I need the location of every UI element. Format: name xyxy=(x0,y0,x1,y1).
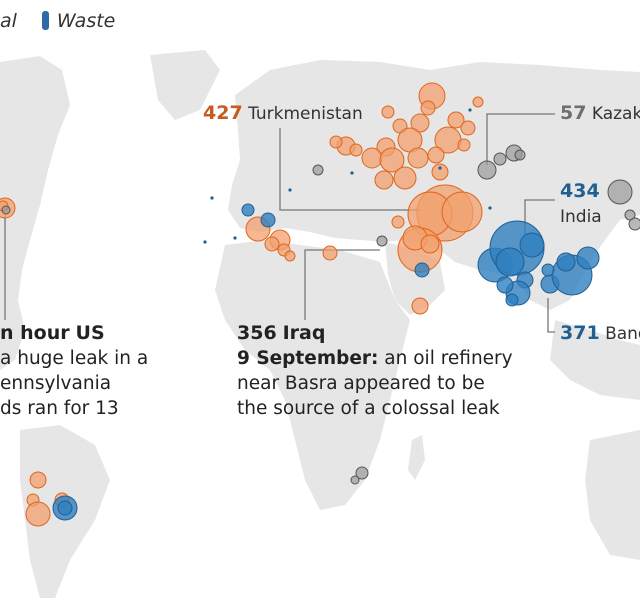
small-leak-dot xyxy=(233,236,237,240)
oil-gas-bubble xyxy=(349,143,363,157)
small-leak-dot xyxy=(350,171,354,175)
waste-bubble xyxy=(57,500,73,516)
oil-gas-bubble xyxy=(431,163,449,181)
kazakhstan-label: 57 Kazakh xyxy=(560,102,640,124)
small-leak-dot xyxy=(203,240,207,244)
oil-gas-bubble xyxy=(427,146,445,164)
greenland-land xyxy=(150,50,220,120)
oil-gas-bubble xyxy=(381,105,395,119)
india-name-label: India xyxy=(560,207,602,227)
oil-gas-bubble xyxy=(407,147,429,169)
oil-gas-bubble xyxy=(374,170,394,190)
small-leak-dot xyxy=(488,206,492,210)
us-annotation: n hour US a huge leak in a ennsylvania d… xyxy=(0,321,148,421)
oil-gas-bubble xyxy=(322,245,338,261)
madagascar-land xyxy=(408,435,425,480)
legend-waste-label: Waste xyxy=(56,10,116,32)
coal-bubble xyxy=(350,475,360,485)
turkmenistan-value: 427 xyxy=(203,102,243,124)
oil-gas-bubble xyxy=(410,113,430,133)
oil-gas-bubble xyxy=(411,297,429,315)
iraq-annotation: 356 Iraq 9 September: an oil refinery ne… xyxy=(237,321,513,421)
oil-gas-bubble xyxy=(25,501,51,527)
land-masses xyxy=(0,50,640,598)
kazakhstan-value: 57 xyxy=(560,102,587,124)
iraq-line-2: near Basra appeared to be xyxy=(237,373,485,394)
kazakhstan-name: Kazakh xyxy=(591,104,640,124)
iraq-value: 356 xyxy=(237,322,277,344)
oil-gas-bubble xyxy=(420,234,440,254)
us-line-3: ds ran for 13 xyxy=(0,398,119,419)
waste-bubble xyxy=(576,246,600,270)
australia-land xyxy=(585,430,640,560)
small-leak-dot xyxy=(210,196,214,200)
oil-gas-bubble xyxy=(379,147,405,173)
waste-bubble xyxy=(541,263,555,277)
us-line-2: ennsylvania xyxy=(0,373,112,394)
africa-land xyxy=(215,240,410,510)
waste-bubble xyxy=(496,276,514,294)
iraq-date: 9 September: xyxy=(237,348,379,369)
oil-gas-bubble xyxy=(457,138,471,152)
kazakhstan-leader xyxy=(486,113,555,165)
bangladesh-value: 371 xyxy=(560,322,600,344)
oil-gas-bubble xyxy=(264,236,280,252)
bangladesh-leader xyxy=(547,298,555,333)
oil-gas-bubble xyxy=(472,96,484,108)
coal-bubble xyxy=(493,152,507,166)
oil-gas-bubble xyxy=(361,147,383,169)
waste-bubble xyxy=(519,232,545,258)
india-value: 434 xyxy=(560,180,600,202)
oil-gas-bubble xyxy=(420,100,436,116)
small-leak-dot xyxy=(438,166,442,170)
coal-bubble xyxy=(1,205,11,215)
iraq-line-1-rest: an oil refinery xyxy=(378,348,513,369)
legend-partial-label: al xyxy=(0,10,17,32)
iraq-name: Iraq xyxy=(282,322,326,344)
oil-gas-bubble xyxy=(329,135,343,149)
coal-bubble xyxy=(312,164,324,176)
central-america-land xyxy=(0,300,25,370)
coal-bubble xyxy=(477,160,497,180)
waste-bubble xyxy=(556,252,576,272)
waste-bubble xyxy=(260,212,276,228)
oil-gas-bubble xyxy=(391,215,405,229)
turkmenistan-label: 427 Turkmenistan xyxy=(203,102,363,124)
turkmenistan-name: Turkmenistan xyxy=(248,104,363,124)
oil-gas-bubble xyxy=(460,120,476,136)
legend-waste-swatch xyxy=(41,11,49,30)
southeast-asia-land xyxy=(550,320,640,400)
coal-bubble xyxy=(355,466,369,480)
oil-gas-bubble xyxy=(284,250,296,262)
coal-bubble xyxy=(514,149,526,161)
coal-bubble xyxy=(628,217,640,231)
coal-bubble xyxy=(607,179,633,205)
turkmenistan-leader xyxy=(279,128,420,211)
waste-bubble xyxy=(495,247,525,277)
oil-gas-bubble xyxy=(29,471,47,489)
small-leak-dot xyxy=(288,188,292,192)
us-name: US xyxy=(75,322,105,344)
oil-gas-bubble xyxy=(441,191,483,233)
bangladesh-name: Bang xyxy=(605,324,640,344)
india-value-label: 434 xyxy=(560,180,600,202)
iraq-leader xyxy=(304,249,380,320)
coal-bubble xyxy=(376,235,388,247)
india-name: India xyxy=(560,207,602,227)
oil-gas-bubble xyxy=(447,111,465,129)
iraq-line-3: the source of a colossal leak xyxy=(237,398,500,419)
north-america-land xyxy=(0,56,70,305)
leak-bubbles xyxy=(0,82,640,527)
small-leak-dot xyxy=(468,108,472,112)
legend: al Waste xyxy=(0,10,115,32)
bangladesh-label: 371 Bang xyxy=(560,322,640,344)
waste-bubble xyxy=(414,262,430,278)
waste-bubble xyxy=(505,293,519,307)
us-line-1: a huge leak in a xyxy=(0,348,149,369)
us-headline-partial: n hour xyxy=(0,322,70,344)
waste-bubble xyxy=(241,203,255,217)
oil-gas-bubble xyxy=(393,166,417,190)
